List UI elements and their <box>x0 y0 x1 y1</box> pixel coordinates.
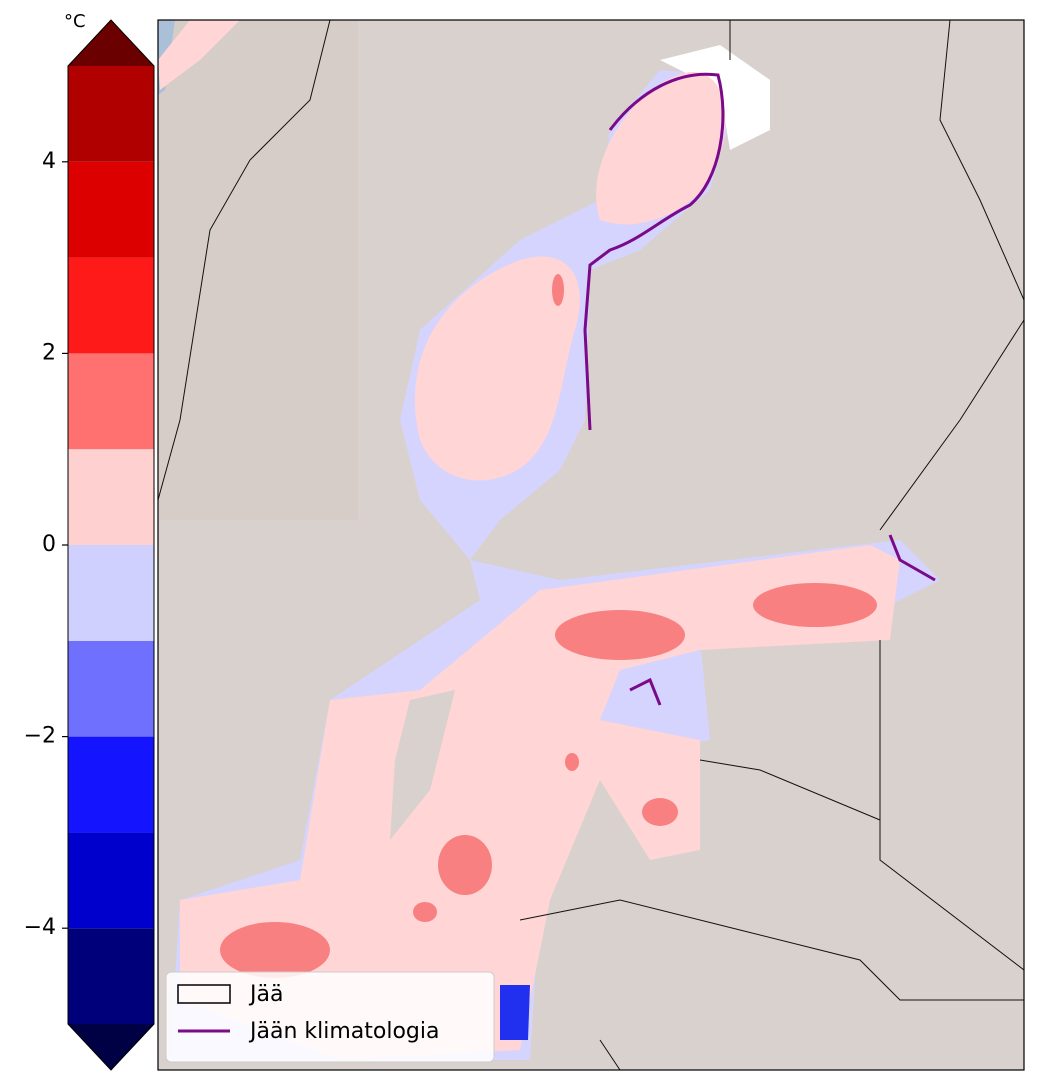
borders <box>158 20 1024 1070</box>
bothnian-sea <box>414 256 580 481</box>
colorbar-tick-label: −2 <box>24 724 56 749</box>
bothnian-bay <box>596 71 726 225</box>
legend-ice-swatch <box>177 984 231 1004</box>
colorbar-band <box>68 449 154 545</box>
map <box>158 20 1024 1070</box>
colorbar-band <box>68 257 154 354</box>
cold-patch <box>500 985 530 1040</box>
ice <box>660 45 770 150</box>
main-basin <box>180 545 900 1060</box>
colorbar-band <box>68 161 154 258</box>
map-frame <box>157 19 1025 1071</box>
colorbar-tick-label: 0 <box>42 532 56 557</box>
mountains <box>158 20 358 520</box>
ice-climatology-line <box>583 72 725 431</box>
colorbar-under <box>68 1024 154 1070</box>
colorbar-tick-label: 4 <box>42 149 56 174</box>
colorbar-band <box>68 353 154 450</box>
ice-climatology-line <box>888 534 936 582</box>
colorbar-band <box>68 832 154 929</box>
colorbar-band <box>68 66 154 162</box>
legend-label: Jää <box>248 982 283 1007</box>
colorbar-tick-label: −4 <box>24 915 56 940</box>
colorbar-unit: °C <box>64 11 86 32</box>
colorbar-tick-label: 2 <box>42 340 56 365</box>
colorbar-band <box>68 928 154 1024</box>
gotland <box>390 690 455 840</box>
ice-climatology-line <box>629 677 662 706</box>
legend-label: Jään klimatologia <box>248 1019 439 1044</box>
sea-region <box>158 20 240 90</box>
colorbar-band <box>68 736 154 833</box>
colorbar-band <box>68 640 154 737</box>
colorbar-outline <box>67 19 155 1071</box>
legend: Jää Jään klimatologia <box>165 971 495 1063</box>
colorbar: −4 −2 0 2 4 <box>24 19 155 1071</box>
legend-box <box>165 971 495 1063</box>
colorbar-over <box>68 20 154 66</box>
colorbar-band <box>68 545 154 641</box>
warm-patches <box>220 274 877 978</box>
